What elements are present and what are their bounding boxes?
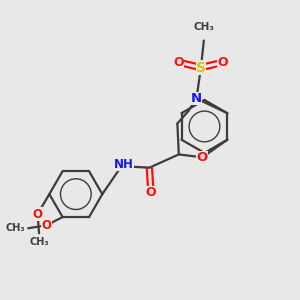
Text: O: O xyxy=(197,151,208,164)
Text: O: O xyxy=(41,219,51,232)
Text: CH₃: CH₃ xyxy=(29,237,49,247)
Text: N: N xyxy=(191,92,202,105)
Text: CH₃: CH₃ xyxy=(193,22,214,32)
Text: O: O xyxy=(146,186,156,199)
Text: CH₃: CH₃ xyxy=(5,223,25,233)
Text: O: O xyxy=(33,208,43,221)
Text: O: O xyxy=(218,56,228,69)
Text: NH: NH xyxy=(114,158,134,171)
Text: O: O xyxy=(173,56,184,69)
Text: S: S xyxy=(196,61,206,75)
